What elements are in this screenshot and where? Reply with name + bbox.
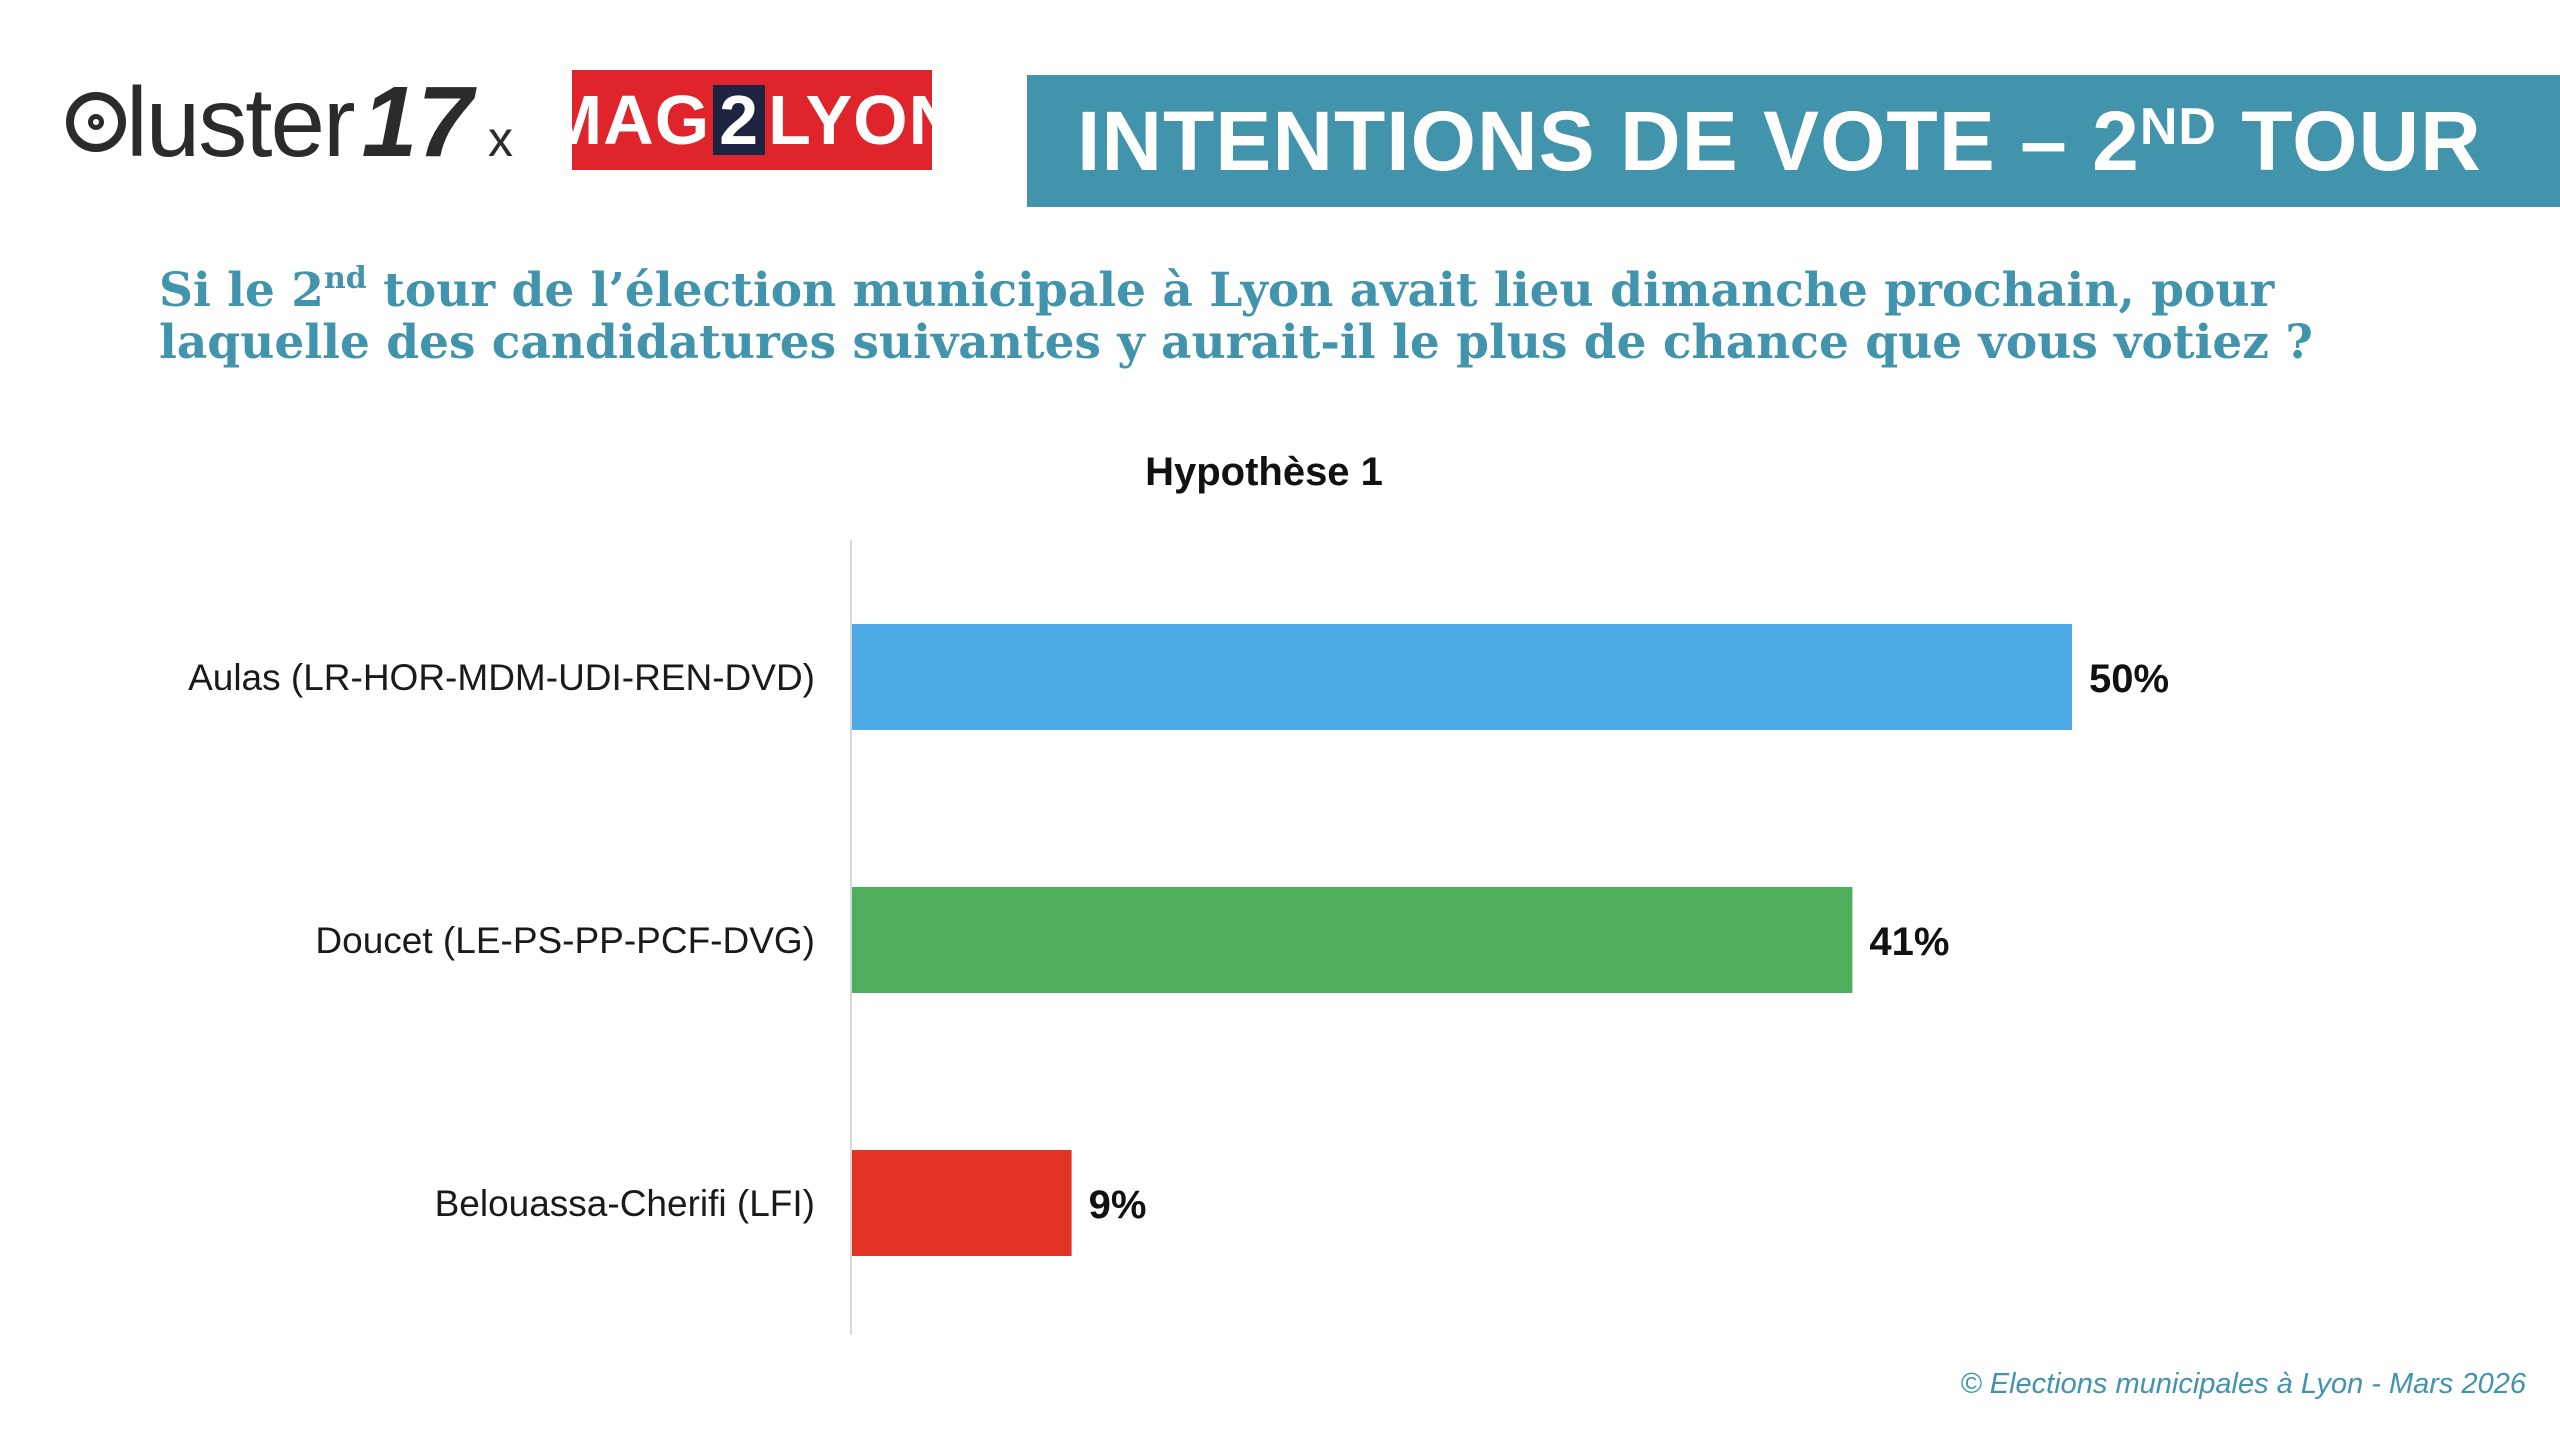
banner-title: INTENTIONS DE VOTE – 2ND TOUR [1077,97,2482,185]
footer-credit: © Elections municipales à Lyon - Mars 20… [1960,1368,2526,1400]
bar-chart: Aulas (LR-HOR-MDM-UDI-REN-DVD) 50% Doucet … [188,540,2169,1335]
logo-separator: x [488,111,513,167]
bar-1 [852,624,2072,730]
cluster-ring-icon [66,92,126,152]
banner-title-main: INTENTIONS DE VOTE – 2 [1077,94,2140,188]
chart-title: Hypothèse 1 [1145,450,1383,494]
bar-3 [852,1150,1072,1256]
bar-2 [852,887,1853,993]
cluster17-logo: luster 17 [66,72,473,172]
mag2lyon-logo: MAG 2 LYON [544,70,959,170]
question-part1: Si le 2 [159,263,324,318]
category-label-1: Aulas (LR-HOR-MDM-UDI-REN-DVD) [188,657,815,698]
value-label-1: 50% [2089,657,2169,701]
value-label-3: 9% [1089,1183,1147,1227]
banner-title-sup: ND [2139,98,2217,156]
banner-title-end: TOUR [2216,94,2482,188]
category-label-3: Belouassa-Cherifi (LFI) [435,1183,815,1224]
mag-logo-digit: 2 [713,85,766,155]
value-label-2: 41% [1869,920,1949,964]
cluster-logo-number: 17 [361,66,473,178]
cluster-logo-text: luster [126,67,356,177]
mag-logo-part1: MAG [543,81,711,159]
question-part2: tour de l’élection municipale à Lyon ava… [159,263,2313,370]
category-label-2: Doucet (LE-PS-PP-PCF-DVG) [315,920,815,961]
mag-logo-part2: LYON [768,81,961,159]
question-sup: nd [323,261,367,296]
survey-question: Si le 2nd tour de l’élection municipale … [159,263,2399,370]
title-banner: INTENTIONS DE VOTE – 2ND TOUR [1027,75,2560,207]
